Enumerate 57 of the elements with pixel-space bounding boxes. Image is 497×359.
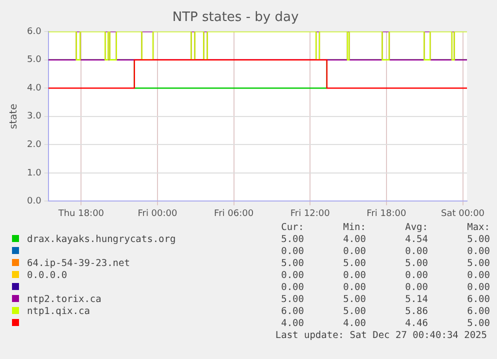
text: 5.00 xyxy=(280,258,304,270)
text: 5.00 xyxy=(280,234,304,246)
text: 0.00 xyxy=(466,270,490,282)
text: Last update: Sat Dec 27 00:40:34 2025 xyxy=(274,330,487,342)
text: 0.00 xyxy=(404,270,428,282)
text: 4.00 xyxy=(342,318,366,330)
text: 0.00 xyxy=(466,246,490,258)
text: 4.46 xyxy=(404,318,428,330)
text: 0.00 xyxy=(466,282,490,294)
y-tick-label: 5.0 xyxy=(26,55,42,66)
x-tick-label: Fri 06:00 xyxy=(214,208,254,219)
y-tick-label: 3.0 xyxy=(26,112,42,122)
text: 5.00 xyxy=(466,318,490,330)
x-tick-label: Thu 18:00 xyxy=(57,208,104,219)
text: 0.00 xyxy=(404,282,428,294)
text: 4.00 xyxy=(342,234,366,246)
y-tick-label: 1.0 xyxy=(26,168,42,178)
y-axis-title: state xyxy=(8,104,20,130)
legend-label: 0.0.0.0 xyxy=(27,270,68,282)
text: Cur: xyxy=(280,222,304,234)
text: 5.00 xyxy=(404,258,428,270)
legend-label: 64.ip-54-39-23.net xyxy=(27,258,131,270)
text: 0.00 xyxy=(342,282,366,294)
legend-label: ntp2.torix.ca xyxy=(27,294,102,306)
y-tick-label: 0.0 xyxy=(26,196,42,207)
x-tick-label: Fri 18:00 xyxy=(366,208,406,219)
y-tick-label: 4.0 xyxy=(26,83,42,94)
y-tick-label: 6.0 xyxy=(26,26,42,37)
text: 5.00 xyxy=(342,306,366,318)
x-tick-label: Fri 00:00 xyxy=(138,208,178,219)
text: 6.00 xyxy=(280,306,304,318)
text: 4.54 xyxy=(404,234,428,246)
text: 4.00 xyxy=(280,318,304,330)
text: 0.00 xyxy=(404,246,428,258)
text: 0.00 xyxy=(280,270,304,282)
chart-title: NTP states - by day xyxy=(172,10,299,26)
text: 0.00 xyxy=(342,270,366,282)
text: 5.00 xyxy=(342,294,366,306)
text: 5.00 xyxy=(466,234,490,246)
x-tick-label: Fri 12:00 xyxy=(290,208,330,219)
text: 0.00 xyxy=(280,282,304,294)
text: 5.86 xyxy=(404,306,428,318)
text: 5.00 xyxy=(342,258,366,270)
text: Avg: xyxy=(404,222,428,234)
text: 0.00 xyxy=(342,246,366,258)
text: 5.14 xyxy=(404,294,428,306)
text: 0.00 xyxy=(280,246,304,258)
text: 5.00 xyxy=(466,258,490,270)
legend-label: ntp1.qix.ca xyxy=(27,306,91,318)
text: 6.00 xyxy=(466,306,490,318)
y-tick-label: 2.0 xyxy=(26,140,42,150)
x-tick-label: Sat 00:00 xyxy=(440,208,485,219)
legend-label: drax.kayaks.hungrycats.org xyxy=(27,234,177,246)
text: Min: xyxy=(342,222,366,234)
text: Max: xyxy=(466,222,490,234)
text: 6.00 xyxy=(466,294,490,306)
text: 5.00 xyxy=(280,294,304,306)
